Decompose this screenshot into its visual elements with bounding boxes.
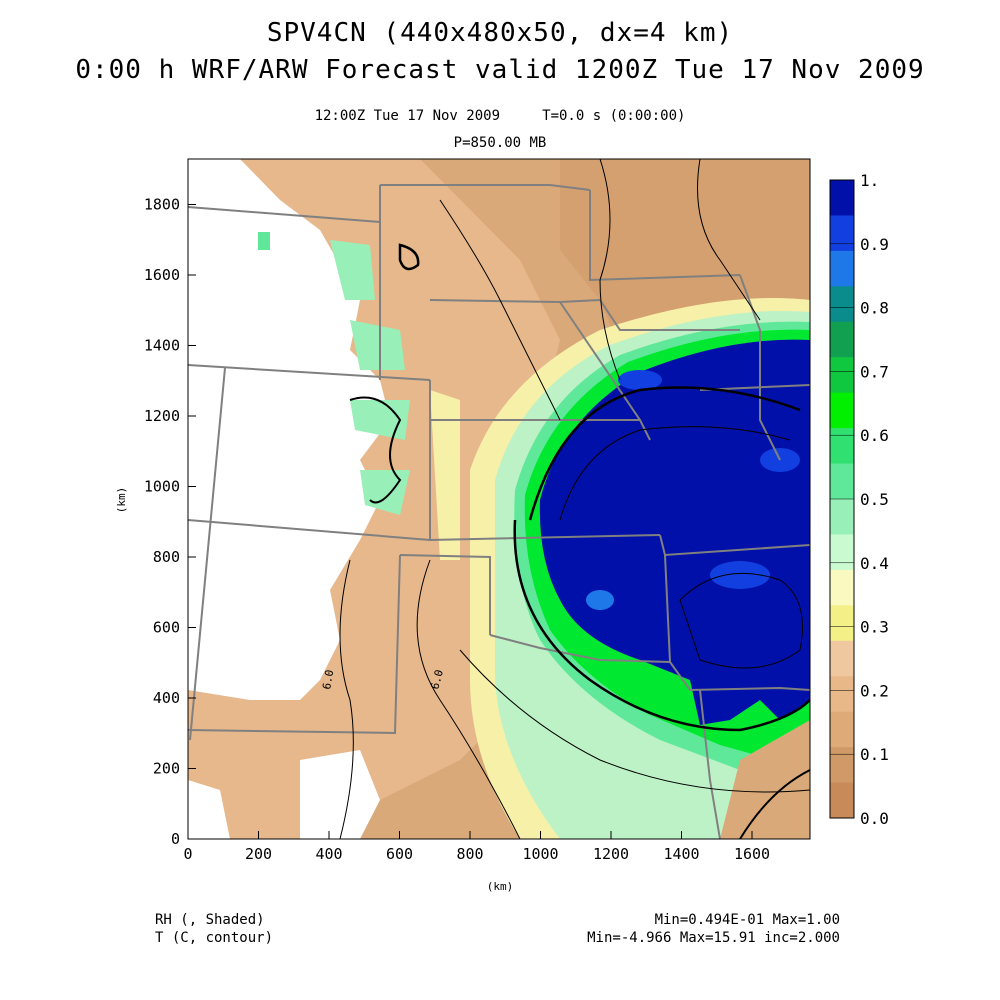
contour-line bbox=[349, 396, 402, 504]
colorbar-swatch bbox=[830, 782, 854, 819]
colorbar-swatch bbox=[830, 215, 854, 252]
y-tick-label: 200 bbox=[153, 760, 180, 778]
t-stats: Min=-4.966 Max=15.91 inc=2.000 bbox=[587, 930, 840, 946]
contour-line bbox=[439, 199, 561, 421]
moist-core bbox=[539, 339, 810, 725]
colorbar-swatch bbox=[830, 286, 854, 323]
colorbar-label: 0.9 bbox=[860, 235, 889, 254]
colorbar-label: 0.2 bbox=[860, 681, 889, 700]
field-legend: RH (, Shaded) T (C, contour) bbox=[155, 911, 273, 947]
colorbar-label: 0.1 bbox=[860, 745, 889, 764]
colorbar-swatch bbox=[830, 428, 854, 465]
field-stats: Min=0.494E-01 Max=1.00 Min=-4.966 Max=15… bbox=[587, 911, 840, 947]
colorbar-label: 0.6 bbox=[860, 426, 889, 445]
x-tick-label: 800 bbox=[456, 845, 483, 863]
contour-line bbox=[599, 159, 621, 381]
colorbar-swatch bbox=[830, 605, 854, 642]
blue-patch bbox=[586, 590, 614, 610]
terrain-mask bbox=[188, 780, 230, 839]
contour-line bbox=[416, 559, 521, 839]
rh-stats: Min=0.494E-01 Max=1.00 bbox=[654, 912, 840, 928]
blue-patch bbox=[618, 370, 662, 390]
y-tick-label: 0 bbox=[171, 830, 180, 848]
colorbar-label: 0.8 bbox=[860, 299, 889, 318]
colorbar-label: 0.7 bbox=[860, 362, 889, 381]
terrain-mask bbox=[300, 750, 380, 839]
colorbar-label: 0.5 bbox=[860, 490, 889, 509]
contour-line bbox=[513, 519, 810, 732]
plot-frame bbox=[187, 158, 811, 840]
colorbar-swatch bbox=[830, 676, 854, 713]
colorbar: 1. 0.9 0.8 0.7 0.6 0.5 0.4 0.3 0.2 0.1 0.0 bbox=[829, 171, 889, 828]
valid-time-label: 12:00Z Tue 17 Nov 2009 T=0.0 s (0:00:00) bbox=[314, 108, 686, 124]
x-tick-label: 1200 bbox=[593, 845, 629, 863]
contour-line bbox=[398, 243, 420, 271]
chart-title: SPV4CN (440x480x50, dx=4 km) bbox=[266, 18, 734, 48]
colorbar-swatch bbox=[830, 180, 854, 216]
colorbar-swatch bbox=[830, 392, 854, 429]
contour-line bbox=[679, 572, 803, 669]
colorbar-swatch bbox=[830, 357, 854, 394]
rh-legend-label: RH (, Shaded) bbox=[155, 912, 265, 928]
chart-subtitle: 0:00 h WRF/ARW Forecast valid 1200Z Tue … bbox=[75, 55, 925, 85]
y-tick-label: 1600 bbox=[144, 266, 180, 284]
colorbar-swatch bbox=[830, 321, 854, 358]
colorbar-swatch bbox=[830, 711, 854, 748]
contour-line bbox=[528, 386, 801, 521]
y-tick-label: 1000 bbox=[144, 478, 180, 496]
y-tick-label: 1200 bbox=[144, 407, 180, 425]
x-tick-label: 0 bbox=[183, 845, 192, 863]
contour-label-1: 6.0 bbox=[320, 669, 336, 691]
pressure-level-label: P=850.00 MB bbox=[453, 135, 547, 151]
x-tick-label: 400 bbox=[315, 845, 342, 863]
y-tick-label: 1800 bbox=[144, 196, 180, 214]
contour-line bbox=[739, 769, 810, 839]
colorbar-swatch bbox=[830, 463, 854, 500]
x-axis: 0 200 400 600 800 1000 1200 1400 1600 bbox=[183, 831, 770, 863]
contour-label-2: 6.0 bbox=[428, 668, 446, 691]
colorbar-label: 0.4 bbox=[860, 554, 889, 573]
moist-patch bbox=[258, 232, 270, 250]
colorbar-swatch bbox=[830, 534, 854, 571]
contour-line bbox=[339, 559, 354, 839]
se-dry-patch bbox=[720, 720, 810, 839]
moist-patch bbox=[350, 320, 405, 370]
x-tick-label: 1000 bbox=[522, 845, 558, 863]
y-tick-label: 400 bbox=[153, 689, 180, 707]
x-tick-label: 1400 bbox=[663, 845, 699, 863]
x-tick-label: 200 bbox=[245, 845, 272, 863]
state-boundaries bbox=[188, 184, 810, 839]
colorbar-label: 1. bbox=[860, 171, 879, 190]
x-axis-unit: (km) bbox=[487, 880, 514, 893]
colorbar-swatch bbox=[830, 747, 854, 784]
y-tick-label: 800 bbox=[153, 548, 180, 566]
temperature-contours bbox=[339, 159, 810, 839]
y-tick-label: 600 bbox=[153, 619, 180, 637]
colorbar-swatch bbox=[830, 499, 854, 535]
colorbar-label: 0.0 bbox=[860, 809, 889, 828]
x-tick-label: 600 bbox=[386, 845, 413, 863]
yellow-strip bbox=[430, 390, 460, 560]
x-tick-label: 1600 bbox=[734, 845, 770, 863]
colorbar-swatch bbox=[830, 250, 854, 287]
contour-line bbox=[697, 159, 761, 321]
moist-patch bbox=[330, 240, 375, 300]
t-legend-label: T (C, contour) bbox=[155, 930, 274, 946]
map-field: 6.0 6.0 bbox=[188, 159, 810, 839]
y-axis: 0 200 400 600 800 1000 1200 1400 1600 1800 bbox=[144, 196, 196, 848]
y-tick-label: 1400 bbox=[144, 337, 180, 355]
colorbar-swatch bbox=[830, 569, 854, 606]
colorbar-label: 0.3 bbox=[860, 618, 889, 637]
y-axis-unit: (km) bbox=[115, 487, 128, 514]
terrain-mask bbox=[188, 159, 390, 700]
moist-patch bbox=[360, 470, 410, 515]
contour-line bbox=[559, 426, 791, 521]
contour-line bbox=[459, 649, 810, 793]
colorbar-swatch bbox=[830, 640, 854, 677]
blue-patch bbox=[710, 561, 770, 589]
